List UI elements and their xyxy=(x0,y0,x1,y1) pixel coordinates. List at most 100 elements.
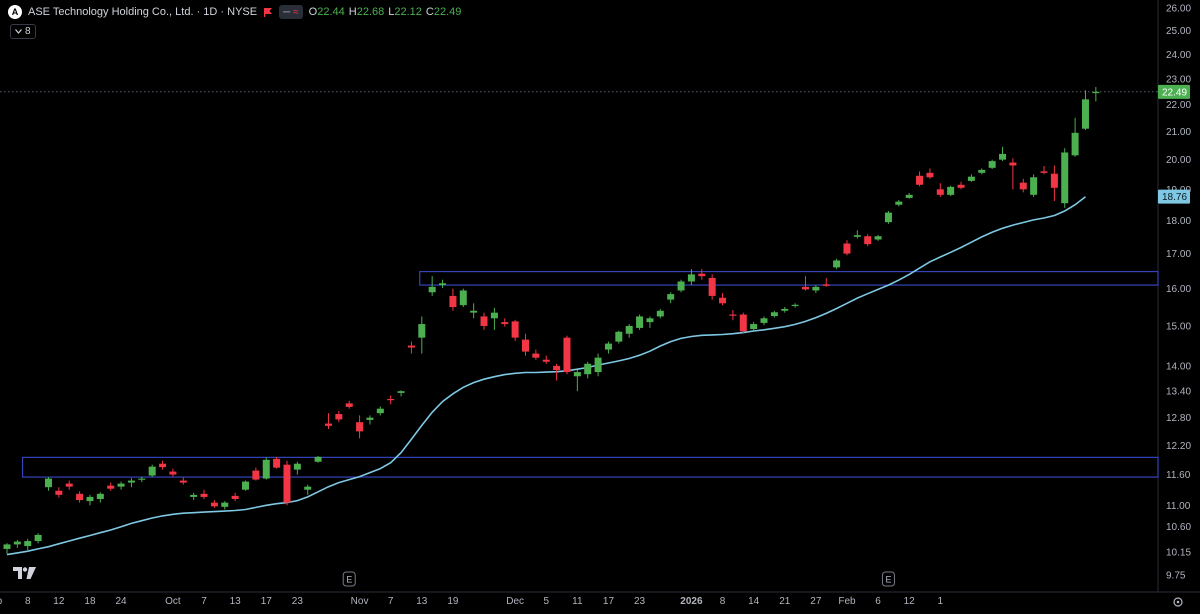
candle xyxy=(594,353,602,377)
candle xyxy=(138,476,146,483)
candle-body xyxy=(65,483,73,487)
candle xyxy=(656,308,664,319)
candle xyxy=(522,333,529,356)
candle-body xyxy=(708,277,716,296)
last-price-badge-bg xyxy=(1158,84,1190,99)
candle xyxy=(884,211,892,224)
ohlc-low-label: L xyxy=(388,6,395,18)
candle xyxy=(169,468,177,477)
candle xyxy=(449,288,457,311)
candle xyxy=(439,279,447,288)
candle-body xyxy=(210,502,218,507)
candle xyxy=(117,481,125,490)
candle-body xyxy=(242,481,250,490)
y-tick-label: 21.00 xyxy=(1166,127,1191,138)
candle xyxy=(874,234,882,241)
candle xyxy=(978,168,986,175)
candle xyxy=(262,457,270,480)
candle xyxy=(3,543,11,554)
x-tick-label: 23 xyxy=(292,596,304,607)
candle-body xyxy=(335,414,343,420)
candle xyxy=(1030,174,1038,197)
candle xyxy=(252,467,260,481)
candle xyxy=(957,181,965,190)
candle-body xyxy=(44,478,52,488)
candle-body xyxy=(138,478,146,480)
candle-body xyxy=(314,456,322,462)
candle-body xyxy=(967,176,975,181)
earnings-marker-label: E xyxy=(885,575,891,585)
ohlc-open-value: 22.44 xyxy=(317,6,345,18)
candle-body xyxy=(459,290,467,306)
candle-body xyxy=(542,359,550,362)
candle-body xyxy=(449,295,457,308)
candle-body xyxy=(55,490,63,495)
earnings-marker-label: E xyxy=(346,575,352,585)
y-tick-label: 14.00 xyxy=(1166,361,1191,372)
candle xyxy=(739,312,747,333)
candle-body xyxy=(667,294,675,300)
candle-body xyxy=(293,463,301,470)
candle xyxy=(988,159,996,169)
candle xyxy=(273,456,281,469)
candle-body xyxy=(397,391,405,393)
y-tick-label: 12.80 xyxy=(1166,413,1191,424)
tradingview-logo-icon[interactable] xyxy=(12,566,38,580)
gear-icon[interactable] xyxy=(1173,597,1183,607)
x-tick-label: Oct xyxy=(165,596,181,607)
ma-value-badge: 18.76 xyxy=(1162,192,1187,203)
candle-body xyxy=(843,243,851,254)
candle-body xyxy=(646,318,654,323)
candle-body xyxy=(324,423,332,426)
y-tick-label: 9.75 xyxy=(1166,571,1186,582)
candle-body xyxy=(490,312,498,319)
candle-body xyxy=(76,493,84,501)
ase-logo-icon[interactable]: A xyxy=(8,5,22,19)
candle xyxy=(13,539,21,548)
red-flag-icon[interactable] xyxy=(263,7,273,17)
x-tick-label: 17 xyxy=(261,596,273,607)
candle xyxy=(604,341,612,354)
indicator-toggle[interactable]: 8 xyxy=(10,24,36,39)
candle-body xyxy=(563,337,571,373)
x-tick-label: 5 xyxy=(543,596,549,607)
x-tick-label: 12 xyxy=(904,596,916,607)
candle xyxy=(470,303,478,319)
candle-body xyxy=(231,495,239,499)
x-tick-label: 18 xyxy=(84,596,96,607)
candle xyxy=(687,269,695,286)
candle xyxy=(1092,86,1100,102)
earnings-marker-box xyxy=(881,571,895,587)
x-tick-label: 13 xyxy=(230,596,242,607)
candle-body xyxy=(179,480,187,483)
candle xyxy=(677,279,685,293)
candle xyxy=(822,277,830,287)
y-tick-label: 10.15 xyxy=(1166,547,1191,558)
candle-body xyxy=(407,345,415,348)
ohlc-high-value: 22.68 xyxy=(356,6,385,18)
candle xyxy=(179,477,187,485)
candle-body xyxy=(86,496,94,502)
candle xyxy=(553,363,561,381)
candle xyxy=(44,477,52,491)
candle-body xyxy=(418,324,426,338)
candle xyxy=(532,349,540,360)
candle-body xyxy=(1092,91,1100,94)
candle-body xyxy=(501,322,509,325)
y-tick-label: 11.60 xyxy=(1166,470,1191,481)
symbol-title[interactable]: ASE Technology Holding Co., Ltd. · 1D · … xyxy=(28,6,258,18)
x-tick-label: Nov xyxy=(351,596,369,607)
candle xyxy=(926,168,934,179)
candle xyxy=(636,314,644,330)
candle xyxy=(646,316,654,328)
candle xyxy=(719,293,727,306)
y-tick-label: 25.00 xyxy=(1166,26,1191,37)
candle xyxy=(511,319,519,341)
candle xyxy=(356,415,364,439)
indicator-pill[interactable]: ─ ≈ xyxy=(279,5,303,19)
candle-body xyxy=(532,353,540,358)
candle xyxy=(1081,90,1089,131)
x-tick-label: 27 xyxy=(810,596,822,607)
candle-body xyxy=(190,494,198,497)
